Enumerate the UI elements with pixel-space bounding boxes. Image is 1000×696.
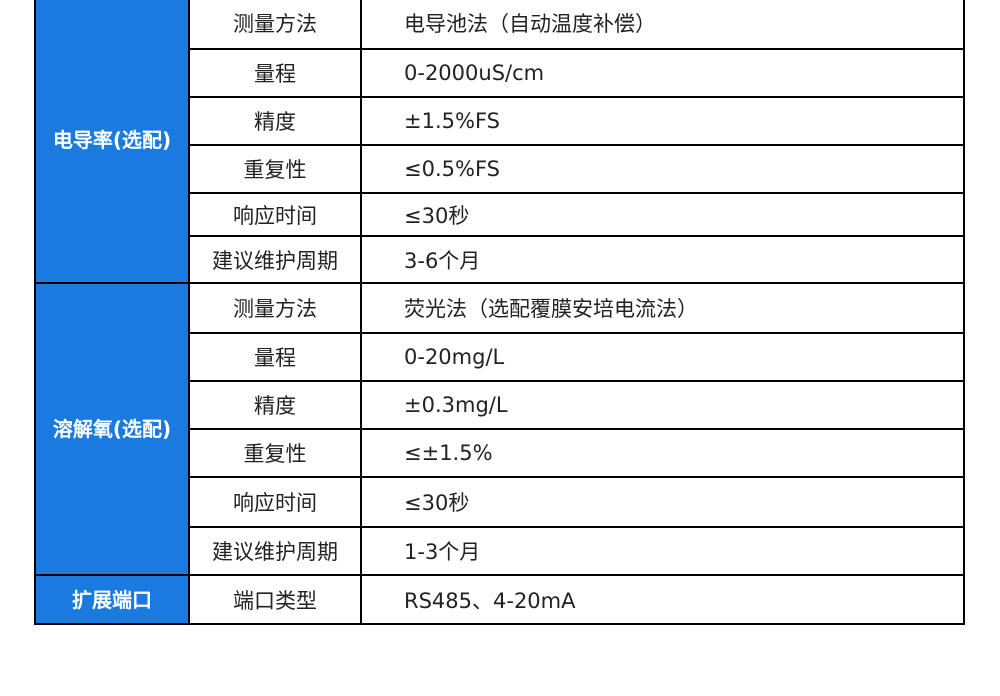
param-label: 测量方法 [190,0,362,48]
table-row: 建议维护周期 1-3个月 [190,526,963,574]
param-value: 1-3个月 [404,540,481,564]
param-label: 精度 [190,98,362,144]
table-row: 精度 ±1.5%FS [190,96,963,144]
param-value: ≤0.5%FS [404,157,500,181]
param-label: 重复性 [190,146,362,192]
category-cell: 溶解氧 (选配) [36,284,190,574]
category-label: 扩展端口 [72,587,152,612]
table-row: 精度 ±0.3mg/L [190,380,963,428]
param-value: 荧光法（选配覆膜安培电流法） [404,297,698,321]
table-row: 响应时间 ≤30秒 [190,192,963,235]
param-value: ≤30秒 [404,491,470,515]
param-label: 端口类型 [190,576,362,623]
param-value: 3-6个月 [404,248,481,273]
table-row: 响应时间 ≤30秒 [190,476,963,526]
table-row: 建议维护周期 3-6个月 [190,235,963,282]
param-value: 0-20mg/L [404,345,505,369]
table-row: 重复性 ≤±1.5% [190,428,963,476]
param-label: 重复性 [190,430,362,476]
param-label: 量程 [190,50,362,96]
param-label: 精度 [190,382,362,428]
param-value: 电导池法（自动温度补偿） [404,12,656,36]
category-cell: 电导率 (选配) [36,0,190,282]
param-value: 0-2000uS/cm [404,61,545,85]
param-label: 测量方法 [190,284,362,332]
spec-table: 电导率 (选配) 测量方法 电导池法（自动温度补偿） 量程 0-2000uS/cm 精度 ±1… [34,0,965,625]
table-row: 测量方法 荧光法（选配覆膜安培电流法） [190,284,963,332]
spec-group: 扩展端口 端口类型 RS485、4-20mA [36,574,963,623]
param-label: 响应时间 [190,194,362,235]
table-row: 重复性 ≤0.5%FS [190,144,963,192]
spec-group: 电导率 (选配) 测量方法 电导池法（自动温度补偿） 量程 0-2000uS/cm 精度 ±1… [36,0,963,282]
param-value: ≤30秒 [404,203,470,228]
spec-group: 溶解氧 (选配) 测量方法 荧光法（选配覆膜安培电流法） 量程 0-20mg/L 精度 ±0.… [36,282,963,574]
table-row: 量程 0-20mg/L [190,332,963,380]
param-value: ≤±1.5% [404,441,493,465]
param-label: 响应时间 [190,478,362,526]
category-label: (选配) [112,128,172,152]
table-row: 端口类型 RS485、4-20mA [190,576,963,623]
param-label: 量程 [190,334,362,380]
category-label: 电导率 [52,128,113,152]
category-label: (选配) [112,417,172,441]
table-row: 量程 0-2000uS/cm [190,48,963,96]
table-row: 测量方法 电导池法（自动温度补偿） [190,0,963,48]
param-value: RS485、4-20mA [404,588,576,613]
param-label: 建议维护周期 [190,528,362,574]
param-value: ±0.3mg/L [404,393,508,417]
category-cell: 扩展端口 [36,576,190,623]
param-value: ±1.5%FS [404,109,500,133]
category-label: 溶解氧 [52,417,113,441]
param-label: 建议维护周期 [190,237,362,282]
